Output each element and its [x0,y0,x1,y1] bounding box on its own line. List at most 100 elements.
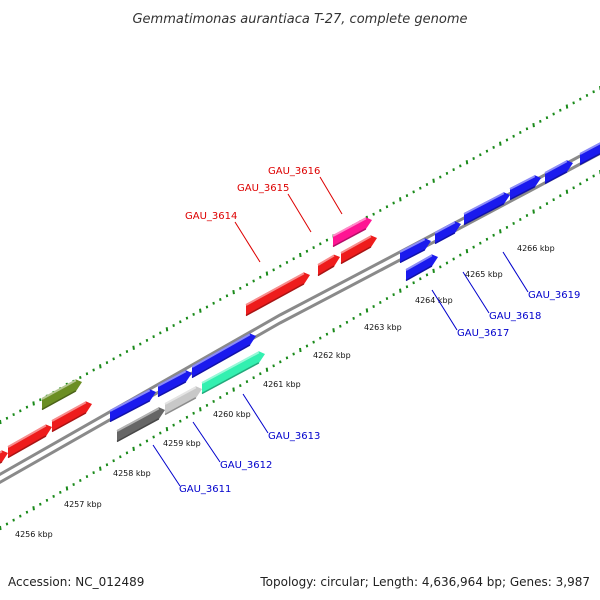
lower-tick-dot [519,217,522,221]
gene-feature-top[interactable] [340,235,377,265]
upper-tick-dot [252,279,255,283]
gene-shadow [245,283,305,317]
upper-tick-dot [539,119,542,123]
gene-leader-line [192,421,221,463]
lower-tick-dot [485,237,489,241]
lower-tick-dot [59,490,62,494]
gene-body [580,142,600,165]
gene-feature-top[interactable] [51,401,92,433]
gene-label[interactable]: GAU_3612 [220,460,272,471]
lower-tick-dot [385,297,389,301]
gene-label[interactable]: GAU_3615 [237,183,289,194]
lower-tick-dot [232,387,235,392]
coordinate-ticks: 4256 kbp 4257 kbp 4258 kbp 4259 kbp 4260 kbp… [15,244,555,539]
gene-label[interactable]: GAU_3611 [179,484,231,495]
lower-tick-dot [212,399,215,403]
lower-tick-dot [565,189,569,194]
lower-tick-dot [19,514,22,518]
upper-tick-dot [32,401,35,406]
gene-body [110,389,156,422]
lower-tick-dot [239,384,242,388]
gene-feature-top[interactable] [41,379,82,411]
lower-tick-dot [265,367,269,372]
lower-tick-dot [279,360,282,364]
upper-tick-dot [112,357,115,361]
lower-tick-dot [499,229,502,234]
lower-tick-dot [552,198,555,202]
gene-label[interactable]: GAU_3613 [268,431,320,442]
gene-feature-bottom[interactable] [109,389,156,423]
gene-body [0,450,8,464]
tick-label: 4261 kbp [263,380,301,389]
gene-feature-top[interactable] [317,254,340,277]
gene-highlight [7,424,47,448]
lower-tick-dot [285,356,289,360]
gene-feature-bottom[interactable] [164,386,202,416]
upper-tick-dot [485,149,489,153]
gene-feature-bottom[interactable] [405,254,438,282]
gene-body [545,160,573,184]
gene-feature-bottom[interactable] [116,407,165,443]
tick-label: 4263 kbp [364,323,402,332]
gene-label[interactable]: GAU_3616 [268,166,320,177]
gene-leader-line [502,251,529,293]
gene-label[interactable]: GAU_3614 [185,211,237,222]
lower-tick-dot [299,347,302,353]
gene-feature-bottom[interactable] [509,175,541,201]
gene-leader-line [431,289,458,331]
lower-tick-dot [79,479,82,483]
gene-feature-top[interactable] [245,272,310,317]
gene-feature-bottom[interactable] [399,238,431,264]
upper-tick-dot [279,264,282,268]
lower-tick-dot [379,301,382,305]
lower-tick-dot [145,439,149,443]
upper-tick-dot [452,168,455,172]
gene-feature-bottom[interactable] [191,333,256,379]
lower-tick-dot [359,312,362,316]
lower-tick-dot [292,352,295,356]
lower-tick-dot [339,324,342,328]
upper-tick-dot [492,145,495,149]
upper-tick-dot [499,141,502,146]
upper-tick-dot [585,93,589,97]
upper-tick-dot [565,104,569,109]
gene-feature-bottom[interactable] [434,221,461,245]
upper-tick-dot [239,286,242,290]
gene-feature-bottom[interactable] [201,351,265,395]
upper-tick-dot [399,197,402,202]
lower-tick-dot [99,466,102,471]
tick-label: 4257 kbp [64,500,102,509]
lower-tick-dot [439,265,442,269]
upper-tick-dot [172,324,175,327]
gene-body [158,370,192,397]
gene-feature-top[interactable] [0,450,8,470]
lower-tick-dot [365,308,369,313]
upper-tick-dot [299,252,302,258]
gene-feature-bottom[interactable] [544,160,573,185]
gene-body [510,175,541,200]
gene-feature-top[interactable] [7,424,52,459]
upper-tick-dot [159,331,162,335]
lower-tick-dot [225,392,229,395]
gene-label[interactable]: GAU_3617 [457,328,509,339]
gene-label[interactable]: GAU_3619 [528,290,580,301]
gene-label[interactable]: GAU_3618 [489,311,541,322]
upper-tick-dot [105,361,109,365]
gene-feature-top[interactable] [332,217,372,248]
gene-feature-bottom[interactable] [579,140,600,166]
upper-tick-dot [265,271,269,276]
upper-tick-dot [385,205,389,209]
upper-tick-dot [472,157,475,160]
upper-tick-dot [139,342,142,346]
upper-tick-dot [412,190,415,194]
lower-tick-dot [505,225,509,229]
lower-tick-dot [39,502,42,506]
gene-feature-bottom[interactable] [157,370,192,398]
lower-tick-dot [405,285,409,289]
gene-highlight [434,221,456,234]
upper-tick-dot [165,327,169,332]
lower-tick-dot [525,214,529,217]
lower-tick-dot [92,471,95,475]
gene-feature-bottom[interactable] [463,192,510,226]
